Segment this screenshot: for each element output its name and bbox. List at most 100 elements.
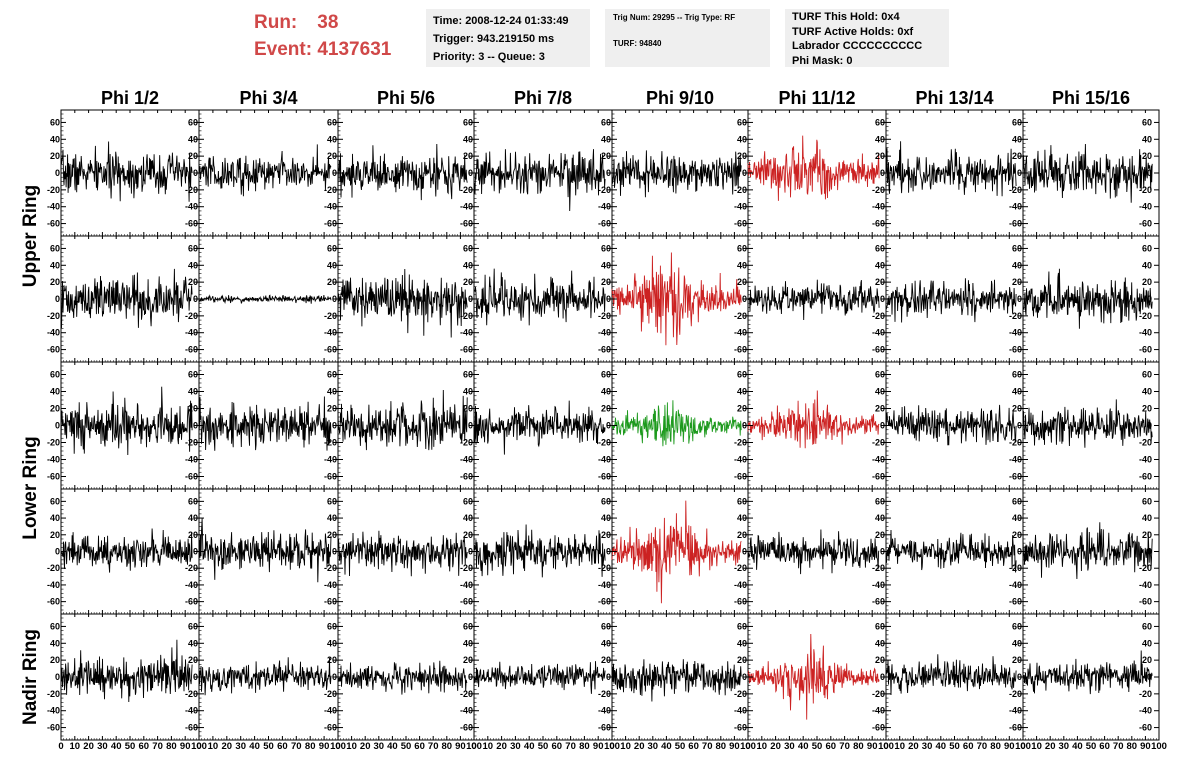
y-tick-label: -40 (460, 455, 473, 465)
y-tick-label: -40 (460, 706, 473, 716)
y-tick-label: 40 (188, 387, 198, 397)
waveform-trace (747, 135, 880, 201)
y-tick-label: 0 (606, 547, 611, 557)
y-tick-label: -60 (460, 723, 473, 733)
y-tick-label: 20 (463, 530, 473, 540)
y-tick-label: -40 (47, 706, 60, 716)
y-tick-label: 40 (737, 387, 747, 397)
y-tick-label: -40 (872, 706, 885, 716)
y-tick-label: 40 (601, 134, 611, 144)
y-tick-label: -20 (734, 185, 747, 195)
y-tick-label: -20 (324, 311, 337, 321)
y-tick-label: 20 (50, 404, 60, 414)
y-tick-label: 40 (463, 387, 473, 397)
y-tick-label: 20 (601, 404, 611, 414)
y-tick-label: -40 (872, 455, 885, 465)
y-tick-label: 0 (468, 168, 473, 178)
y-tick-label: 20 (188, 655, 198, 665)
y-tick-label: 40 (327, 513, 337, 523)
y-tick-label: -60 (460, 219, 473, 229)
y-tick-label: 0 (193, 421, 198, 431)
waveform-trace (198, 294, 332, 305)
y-tick-label: 20 (327, 530, 337, 540)
y-tick-label: -60 (324, 723, 337, 733)
y-tick-label: -60 (324, 345, 337, 355)
y-tick-label: 20 (50, 655, 60, 665)
y-tick-label: 60 (327, 621, 337, 631)
y-tick-label: 40 (875, 513, 885, 523)
phi-mask-text: Phi Mask: 0 (792, 54, 853, 67)
waveform-trace (747, 390, 880, 449)
column-title: Phi 15/16 (1052, 88, 1130, 108)
y-tick-label: 40 (1012, 134, 1022, 144)
y-tick-label: 40 (875, 134, 885, 144)
y-tick-label: -60 (1139, 723, 1152, 733)
y-tick-label: -20 (734, 311, 747, 321)
y-tick-label: 40 (50, 134, 60, 144)
y-tick-label: 20 (50, 151, 60, 161)
column-title: Phi 7/8 (514, 88, 572, 108)
y-tick-label: -20 (47, 185, 60, 195)
waveform-trace (885, 529, 1017, 573)
waveform-trace (198, 144, 332, 197)
y-tick-label: 60 (875, 370, 885, 380)
y-tick-label: 40 (875, 638, 885, 648)
y-tick-label: 40 (463, 134, 473, 144)
y-tick-label: 20 (50, 530, 60, 540)
y-tick-label: 40 (1142, 260, 1152, 270)
run-value: 38 (317, 12, 339, 33)
priority-queue-text: Priority: 3 -- Queue: 3 (433, 51, 545, 63)
y-tick-label: -40 (324, 580, 337, 590)
y-tick-label: -40 (460, 580, 473, 590)
y-tick-label: 60 (1012, 243, 1022, 253)
y-tick-label: 40 (1142, 387, 1152, 397)
waveform-trace (337, 389, 468, 451)
y-tick-label: 0 (880, 168, 885, 178)
y-tick-label: 20 (1012, 277, 1022, 287)
y-tick-label: 20 (737, 530, 747, 540)
y-tick-label: -40 (185, 202, 198, 212)
y-tick-label: -40 (47, 202, 60, 212)
run-label: Run: 38 (254, 12, 339, 33)
y-tick-label: 60 (188, 243, 198, 253)
y-tick-label: -40 (598, 328, 611, 338)
y-tick-label: 40 (601, 387, 611, 397)
y-tick-label: -20 (872, 185, 885, 195)
y-tick-label: 20 (188, 404, 198, 414)
waveform-trace (60, 386, 193, 456)
y-tick-label: -60 (185, 345, 198, 355)
y-tick-label: -40 (872, 328, 885, 338)
waveform-trace (337, 143, 468, 201)
column-title: Phi 13/14 (915, 88, 993, 108)
waveform-trace (60, 639, 193, 703)
y-tick-label: 0 (193, 672, 198, 682)
y-tick-label: -60 (47, 723, 60, 733)
y-tick-label: -20 (1009, 311, 1022, 321)
y-tick-label: 60 (50, 496, 60, 506)
waveform-trace (611, 252, 742, 346)
column-title: Phi 1/2 (101, 88, 159, 108)
y-tick-label: 60 (463, 621, 473, 631)
y-tick-label: 20 (188, 277, 198, 287)
y-tick-label: 0 (1017, 168, 1022, 178)
waveform-trace (198, 518, 332, 583)
y-tick-label: 60 (463, 370, 473, 380)
y-tick-label: 60 (875, 496, 885, 506)
y-tick-label: -20 (47, 438, 60, 448)
y-tick-label: 20 (463, 151, 473, 161)
y-tick-label: -60 (1139, 345, 1152, 355)
y-tick-label: 40 (737, 260, 747, 270)
y-tick-label: -60 (734, 219, 747, 229)
y-tick-label: 0 (193, 294, 198, 304)
y-tick-label: -20 (1009, 689, 1022, 699)
y-tick-label: -60 (1009, 472, 1022, 482)
y-tick-label: -40 (1009, 202, 1022, 212)
y-tick-label: 20 (1142, 655, 1152, 665)
y-tick-label: 0 (1147, 294, 1152, 304)
y-tick-label: 20 (875, 530, 885, 540)
y-tick-label: 60 (50, 117, 60, 127)
y-tick-label: -20 (47, 689, 60, 699)
waveform-trace (747, 633, 880, 720)
y-tick-label: -60 (324, 597, 337, 607)
y-tick-label: 60 (737, 621, 747, 631)
